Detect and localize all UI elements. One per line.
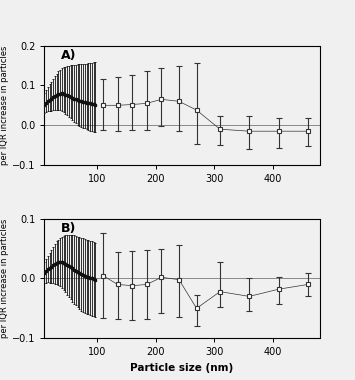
Y-axis label: Change in urinary 8-OHdG
concentration (%)
per IQR increase in particles: Change in urinary 8-OHdG concentration (… xyxy=(0,46,9,165)
Text: B): B) xyxy=(61,222,76,235)
Y-axis label: Change in urinary 8-OHdG
concentration (%)
per IQR increase in particles: Change in urinary 8-OHdG concentration (… xyxy=(0,219,9,338)
Text: A): A) xyxy=(61,49,76,62)
X-axis label: Particle size (nm): Particle size (nm) xyxy=(130,363,234,373)
